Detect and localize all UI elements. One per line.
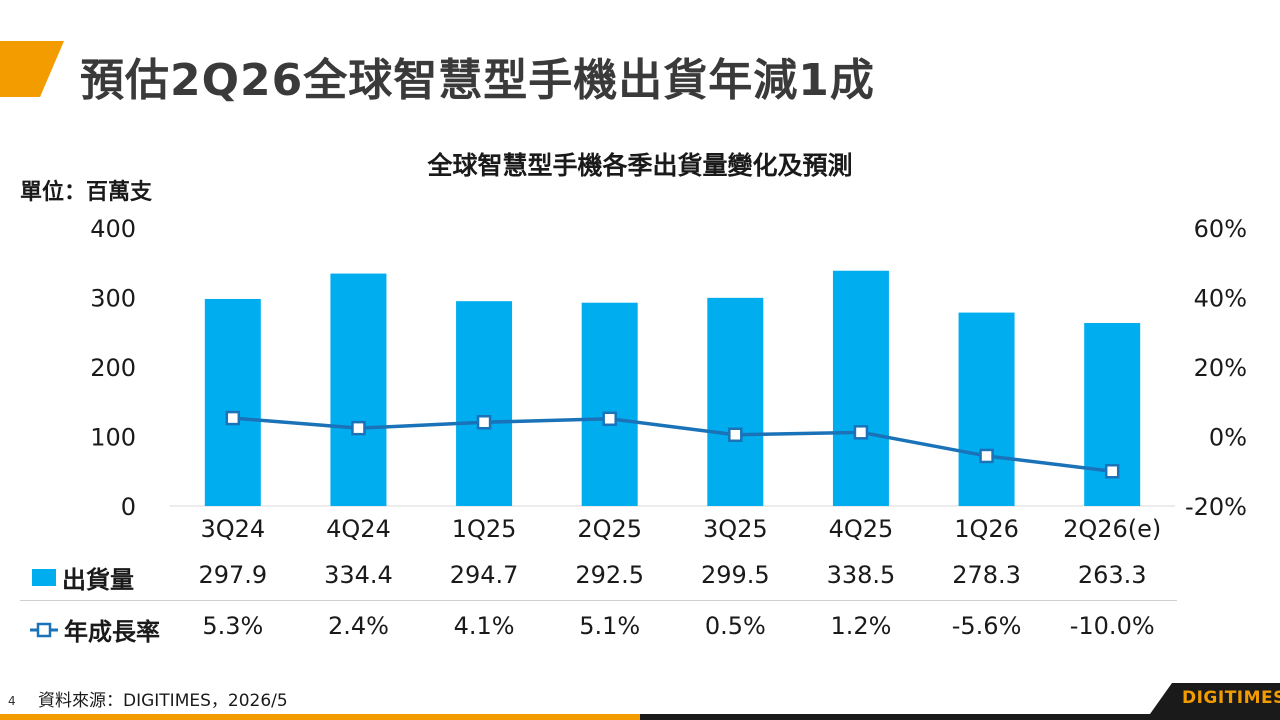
- x-category-label: 4Q24: [326, 515, 391, 543]
- table-cell-shipments: 334.4: [324, 561, 393, 589]
- source-note: 資料來源：DIGITIMES，2026/5: [38, 691, 288, 711]
- x-category-label: 3Q25: [703, 515, 768, 543]
- y-left-tick-label: 200: [90, 354, 136, 382]
- growth-point-marker: [602, 411, 617, 427]
- bar-shipments: [832, 270, 889, 506]
- table-cell-shipments: 299.5: [700, 561, 770, 589]
- y-right-tick-label: -20%: [1185, 493, 1247, 521]
- y-right-tick-label: 20%: [1194, 354, 1247, 382]
- y-left-tick-label: 400: [90, 215, 136, 243]
- table-cell-shipments: 278.3: [952, 561, 1021, 589]
- bar-shipments: [581, 302, 638, 506]
- growth-point-marker: [225, 410, 241, 426]
- x-category-label: 1Q25: [452, 515, 517, 543]
- bar-shipments: [707, 297, 764, 506]
- title-accent-tab: [0, 41, 64, 97]
- page-number: 4: [8, 694, 16, 708]
- chart-title: 全球智慧型手機各季出貨量變化及預測: [427, 151, 853, 180]
- table-cell-growth: 2.4%: [327, 612, 389, 640]
- bar-shipments: [456, 301, 513, 506]
- x-category-label: 4Q25: [829, 515, 894, 543]
- growth-point-marker: [351, 420, 366, 436]
- x-category-label: 2Q25: [577, 515, 642, 543]
- line-growth-rate: [232, 416, 1113, 473]
- table-cell-shipments: 297.9: [198, 561, 268, 589]
- bar-shipments: [204, 298, 261, 506]
- combo-chart: 0 100 200 300 400 -20% 0% 20% 40% 60% 3Q24 4Q24 1Q25…: [90, 215, 1247, 543]
- y-right-tick-label: 0%: [1209, 424, 1247, 452]
- legend-growth: 年成長率: [30, 612, 160, 647]
- table-cell-growth: 5.3%: [202, 612, 264, 640]
- legend-bar-swatch: [32, 569, 56, 586]
- table-cell-shipments: 294.7: [449, 561, 519, 589]
- x-category-label: 1Q26: [954, 515, 1019, 543]
- y-right-tick-label: 60%: [1194, 215, 1247, 243]
- growth-point-marker: [979, 448, 994, 464]
- table-cell-shipments: 292.5: [575, 561, 645, 589]
- table-cell-growth: -5.6%: [951, 612, 1022, 640]
- footer-bar-orange: [0, 714, 640, 720]
- digitimes-logo-text: DIGITIMES: [1182, 688, 1280, 708]
- table-cell-growth: 5.1%: [579, 612, 641, 640]
- legend-shipments-label: 出貨量: [62, 566, 134, 594]
- table-cell-shipments: 263.3: [1077, 561, 1147, 589]
- y-left-tick-label: 0: [121, 493, 136, 521]
- legend-line-marker-icon: [30, 622, 58, 637]
- table-cell-growth: 1.2%: [830, 612, 892, 640]
- growth-point-marker: [1104, 464, 1120, 479]
- table-divider: [20, 600, 1177, 601]
- growth-point-marker: [853, 425, 869, 440]
- y-left-tick-label: 300: [90, 285, 136, 313]
- footer-bar-dark: [640, 714, 1280, 720]
- bar-shipments: [330, 273, 387, 506]
- growth-point-marker: [728, 427, 743, 443]
- table-cell-growth: 0.5%: [704, 612, 766, 640]
- table-cell-growth: -10.0%: [1069, 612, 1155, 640]
- table-cell-shipments: 338.5: [826, 561, 896, 589]
- growth-point-marker: [476, 415, 492, 430]
- legend-growth-label: 年成長率: [64, 618, 160, 646]
- page-title: 預估2Q26全球智慧型手機出貨年減1成: [80, 55, 875, 106]
- legend-shipments: 出貨量: [32, 560, 134, 595]
- y-right-tick-label: 40%: [1194, 285, 1247, 313]
- bar-shipments: [958, 312, 1015, 506]
- table-cell-growth: 4.1%: [453, 612, 515, 640]
- x-category-label: 2Q26(e): [1063, 515, 1161, 543]
- unit-label: 單位：百萬支: [20, 180, 153, 205]
- x-category-label: 3Q24: [200, 515, 265, 543]
- bar-shipments: [1084, 323, 1141, 506]
- digitimes-logo: [1150, 683, 1280, 714]
- y-left-tick-label: 100: [90, 424, 136, 452]
